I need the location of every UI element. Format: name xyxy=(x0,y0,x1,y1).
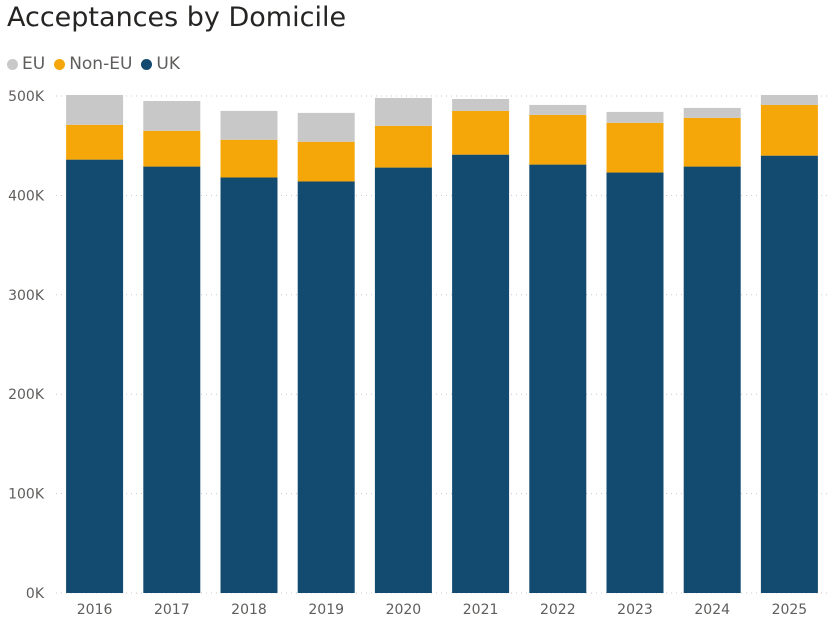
bar-uk-2020[interactable] xyxy=(374,167,432,593)
bar-eu-2021[interactable] xyxy=(452,98,510,111)
bar-uk-2024[interactable] xyxy=(683,166,741,593)
x-tick-label: 2022 xyxy=(540,602,576,618)
chart-title: Acceptances by Domicile xyxy=(7,2,347,33)
bar-non-eu-2017[interactable] xyxy=(143,130,201,167)
x-tick-label: 2023 xyxy=(617,602,653,618)
bar-uk-2023[interactable] xyxy=(606,172,664,593)
bar-non-eu-2016[interactable] xyxy=(66,124,124,160)
y-tick-label: 0K xyxy=(26,586,45,602)
y-tick-label: 400K xyxy=(8,188,45,204)
bar-uk-2019[interactable] xyxy=(297,181,355,593)
bar-eu-2025[interactable] xyxy=(760,95,818,105)
bar-non-eu-2019[interactable] xyxy=(297,141,355,182)
x-tick-label: 2021 xyxy=(463,602,499,618)
x-tick-label: 2020 xyxy=(386,602,422,618)
bar-eu-2020[interactable] xyxy=(374,97,432,126)
bar-non-eu-2022[interactable] xyxy=(529,114,587,165)
bar-eu-2018[interactable] xyxy=(220,110,278,140)
bar-non-eu-2025[interactable] xyxy=(760,104,818,156)
bar-eu-2017[interactable] xyxy=(143,100,201,131)
bar-uk-2017[interactable] xyxy=(143,166,201,593)
legend-marker-non-eu xyxy=(54,58,66,70)
x-tick-label: 2016 xyxy=(77,602,113,618)
x-tick-label: 2024 xyxy=(694,602,730,618)
legend: EU Non-EU UK xyxy=(7,53,189,75)
bar-uk-2016[interactable] xyxy=(66,159,124,593)
y-tick-label: 300K xyxy=(8,288,45,304)
bar-eu-2024[interactable] xyxy=(683,107,741,118)
bar-non-eu-2021[interactable] xyxy=(452,110,510,155)
legend-marker-uk xyxy=(141,58,153,70)
bar-uk-2022[interactable] xyxy=(529,164,587,593)
x-tick-label: 2017 xyxy=(154,602,190,618)
legend-item-uk[interactable]: UK xyxy=(141,54,180,74)
x-tick-label: 2018 xyxy=(231,602,267,618)
bar-non-eu-2024[interactable] xyxy=(683,117,741,167)
bar-non-eu-2020[interactable] xyxy=(374,125,432,168)
legend-item-eu[interactable]: EU xyxy=(7,54,45,74)
legend-item-non-eu[interactable]: Non-EU xyxy=(54,54,132,74)
bar-uk-2018[interactable] xyxy=(220,177,278,593)
bar-uk-2021[interactable] xyxy=(452,154,510,593)
x-tick-label: 2025 xyxy=(772,602,808,618)
bar-eu-2023[interactable] xyxy=(606,111,664,123)
legend-marker-eu xyxy=(7,58,18,70)
bar-uk-2025[interactable] xyxy=(760,155,818,593)
y-tick-label: 500K xyxy=(8,89,45,105)
legend-label-uk: UK xyxy=(156,54,180,74)
x-tick-label: 2019 xyxy=(308,602,344,618)
bar-non-eu-2018[interactable] xyxy=(220,139,278,178)
legend-label-eu: EU xyxy=(22,54,46,74)
bar-eu-2019[interactable] xyxy=(297,112,355,142)
y-tick-label: 100K xyxy=(8,487,45,503)
bar-eu-2016[interactable] xyxy=(66,95,124,125)
legend-label-non-eu: Non-EU xyxy=(69,54,133,74)
y-tick-label: 200K xyxy=(8,387,45,403)
bar-eu-2022[interactable] xyxy=(529,104,587,115)
bar-non-eu-2023[interactable] xyxy=(606,122,664,173)
